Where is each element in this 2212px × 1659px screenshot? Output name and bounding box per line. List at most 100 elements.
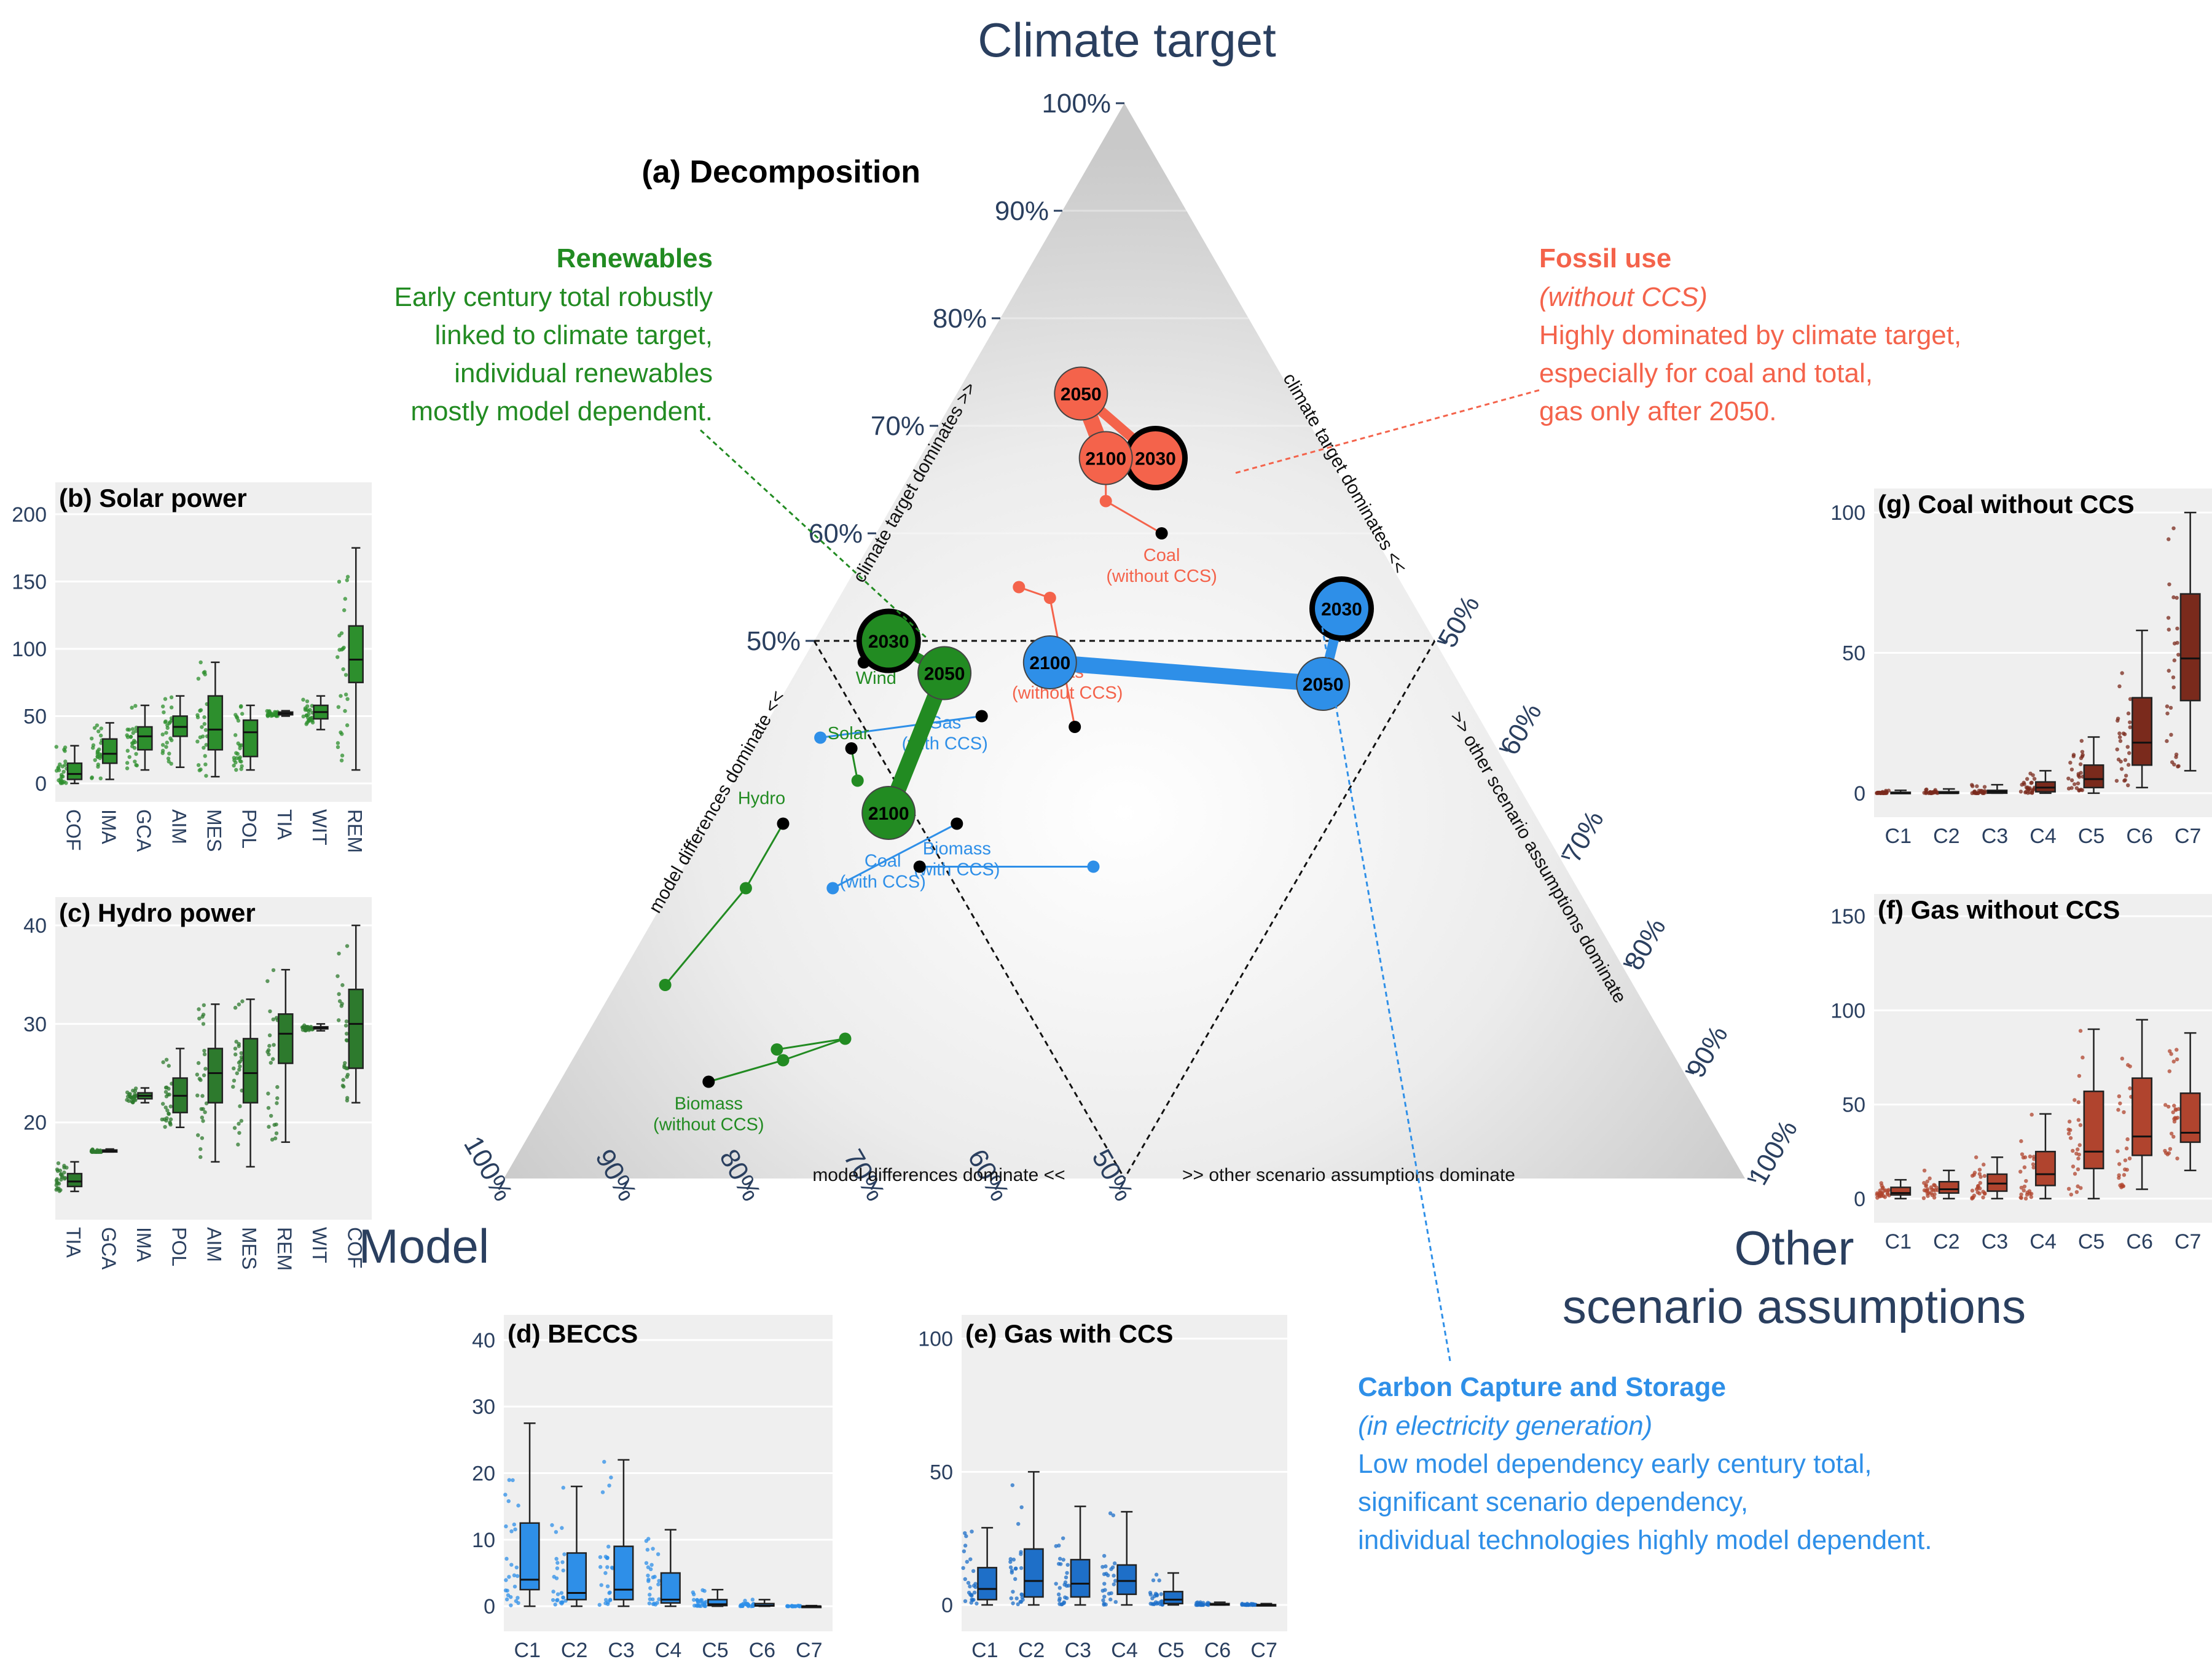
box-jitter-point [2124, 1146, 2129, 1151]
box-c3: C3 [1970, 1155, 2008, 1253]
total-year-label: 2100 [1029, 653, 1070, 673]
panel-title: (f) Gas without CCS [1878, 895, 2120, 924]
box-pol: POL [160, 1048, 190, 1266]
panel-x-tick-label: C6 [1204, 1639, 1231, 1659]
box-jitter-point [1975, 1190, 1980, 1194]
total-year-marker [1022, 635, 1077, 689]
panel-x-tick-label: C1 [1885, 825, 1912, 848]
ccs-annotation-title: Carbon Capture and Storage [1358, 1372, 1726, 1402]
total-year-label: 2050 [1303, 675, 1344, 695]
box-jitter-point [2171, 675, 2176, 680]
fossil-leader-line [1234, 389, 1540, 474]
box-jitter-point [1061, 1558, 1065, 1562]
box-jitter-point [196, 763, 201, 767]
box-jitter-point [2023, 1196, 2028, 1201]
box-c6: C6 [2116, 1019, 2153, 1253]
box-jitter-point [1057, 1556, 1062, 1561]
box-jitter-point [2171, 1134, 2176, 1139]
panel-y-tick-label: 50 [23, 705, 47, 728]
box-jitter-point [2028, 1154, 2033, 1159]
box-jitter-point [656, 1582, 661, 1586]
box-jitter-point [167, 1064, 171, 1068]
panel-y-tick-label: 100 [918, 1328, 953, 1351]
panel-x-tick-label: C3 [608, 1639, 634, 1659]
box-jitter-point [560, 1526, 564, 1530]
box-c2: C2 [1008, 1471, 1045, 1659]
box-jitter-point [2078, 762, 2083, 766]
box-jitter-point [1110, 1565, 1115, 1569]
box-jitter-point [1922, 1188, 1927, 1193]
total-year-marker [856, 608, 921, 673]
box-jitter-point [274, 1122, 278, 1127]
box-jitter-point [95, 749, 100, 753]
box-jitter-point [238, 755, 242, 759]
panel-x-tick-label: C3 [1982, 825, 2008, 848]
box-jitter-point [198, 735, 203, 740]
box-jitter-point [555, 1598, 559, 1602]
renewables-annotation-line: Early century total robustly [394, 282, 713, 312]
technology-endpoint [845, 742, 858, 755]
box-jitter-point [55, 1177, 60, 1182]
box-jitter-point [2165, 1152, 2170, 1156]
panel-x-tick-label: C4 [655, 1639, 681, 1659]
box-jitter-point [1014, 1596, 1019, 1601]
bottom-axis-tick [870, 1180, 877, 1190]
box-jitter-point [265, 979, 270, 983]
box-jitter-point [1977, 1172, 1982, 1176]
box-jitter-point [1240, 1602, 1244, 1607]
technology-path [820, 715, 982, 739]
box-jitter-point [2018, 1195, 2023, 1200]
panel-x-tick-label: COF [343, 1227, 366, 1269]
box-jitter-point [509, 1563, 514, 1567]
box-jitter-point [337, 648, 342, 652]
panel-x-tick-label: C6 [749, 1639, 775, 1659]
box-jitter-point [1983, 1191, 1987, 1196]
box-jitter-point [1010, 1483, 1014, 1488]
box-jitter-point [969, 1601, 973, 1605]
box-jitter-point [302, 1026, 307, 1030]
box-jitter-point [2072, 782, 2077, 786]
technology-path-point [826, 882, 839, 895]
panel-x-tick-label: C7 [1250, 1639, 1277, 1659]
box-jitter-point [2031, 1162, 2036, 1167]
top-axis-tick-label: 100% [1041, 88, 1111, 119]
box-jitter-point [2018, 1169, 2023, 1174]
box-jitter-point [63, 1175, 68, 1180]
total-year-label: 2050 [1061, 385, 1102, 405]
box-jitter-point [2066, 1186, 2071, 1191]
box-jitter-point [2074, 1190, 2079, 1194]
box-jitter-point [239, 1051, 243, 1056]
box-c6: C6 [738, 1598, 775, 1659]
panel-x-tick-label: GCA [133, 809, 155, 852]
box-jitter-point [160, 704, 165, 708]
corner-label-right-line1: Other [1734, 1221, 1854, 1275]
box-jitter-point [1113, 1599, 1118, 1604]
box-jitter-point [648, 1593, 652, 1597]
box-jitter-point [1930, 1187, 1934, 1191]
box-jitter-point [1057, 1586, 1062, 1590]
box-jitter-point [1198, 1602, 1202, 1607]
box-jitter-point [163, 697, 168, 701]
box-c3: C3 [1969, 783, 2008, 848]
box-jitter-point [235, 756, 239, 760]
box-jitter-point [166, 756, 171, 761]
panel-x-tick-label: REM [273, 1227, 296, 1271]
box-pol: POL [232, 704, 261, 849]
box-jitter-point [201, 1119, 205, 1123]
box-jitter-point [266, 1048, 271, 1053]
box-jitter-point [167, 1112, 171, 1116]
box-jitter-point [2168, 705, 2173, 710]
box-jitter-point [2076, 781, 2081, 786]
box-jitter-point [304, 713, 308, 718]
box-jitter-point [2116, 1149, 2120, 1153]
box-jitter-point [2168, 1147, 2173, 1151]
panel-a-title: (a) Decomposition [641, 154, 920, 190]
box-jitter-point [345, 1038, 349, 1043]
box-jitter-point [1250, 1602, 1255, 1607]
box-jitter-point [236, 1142, 240, 1147]
box-wit: WIT [300, 1023, 331, 1263]
box-jitter-point [554, 1556, 559, 1561]
box-jitter-point [197, 1016, 202, 1021]
box-jitter-point [61, 769, 66, 774]
technology-path-point [1013, 581, 1026, 594]
